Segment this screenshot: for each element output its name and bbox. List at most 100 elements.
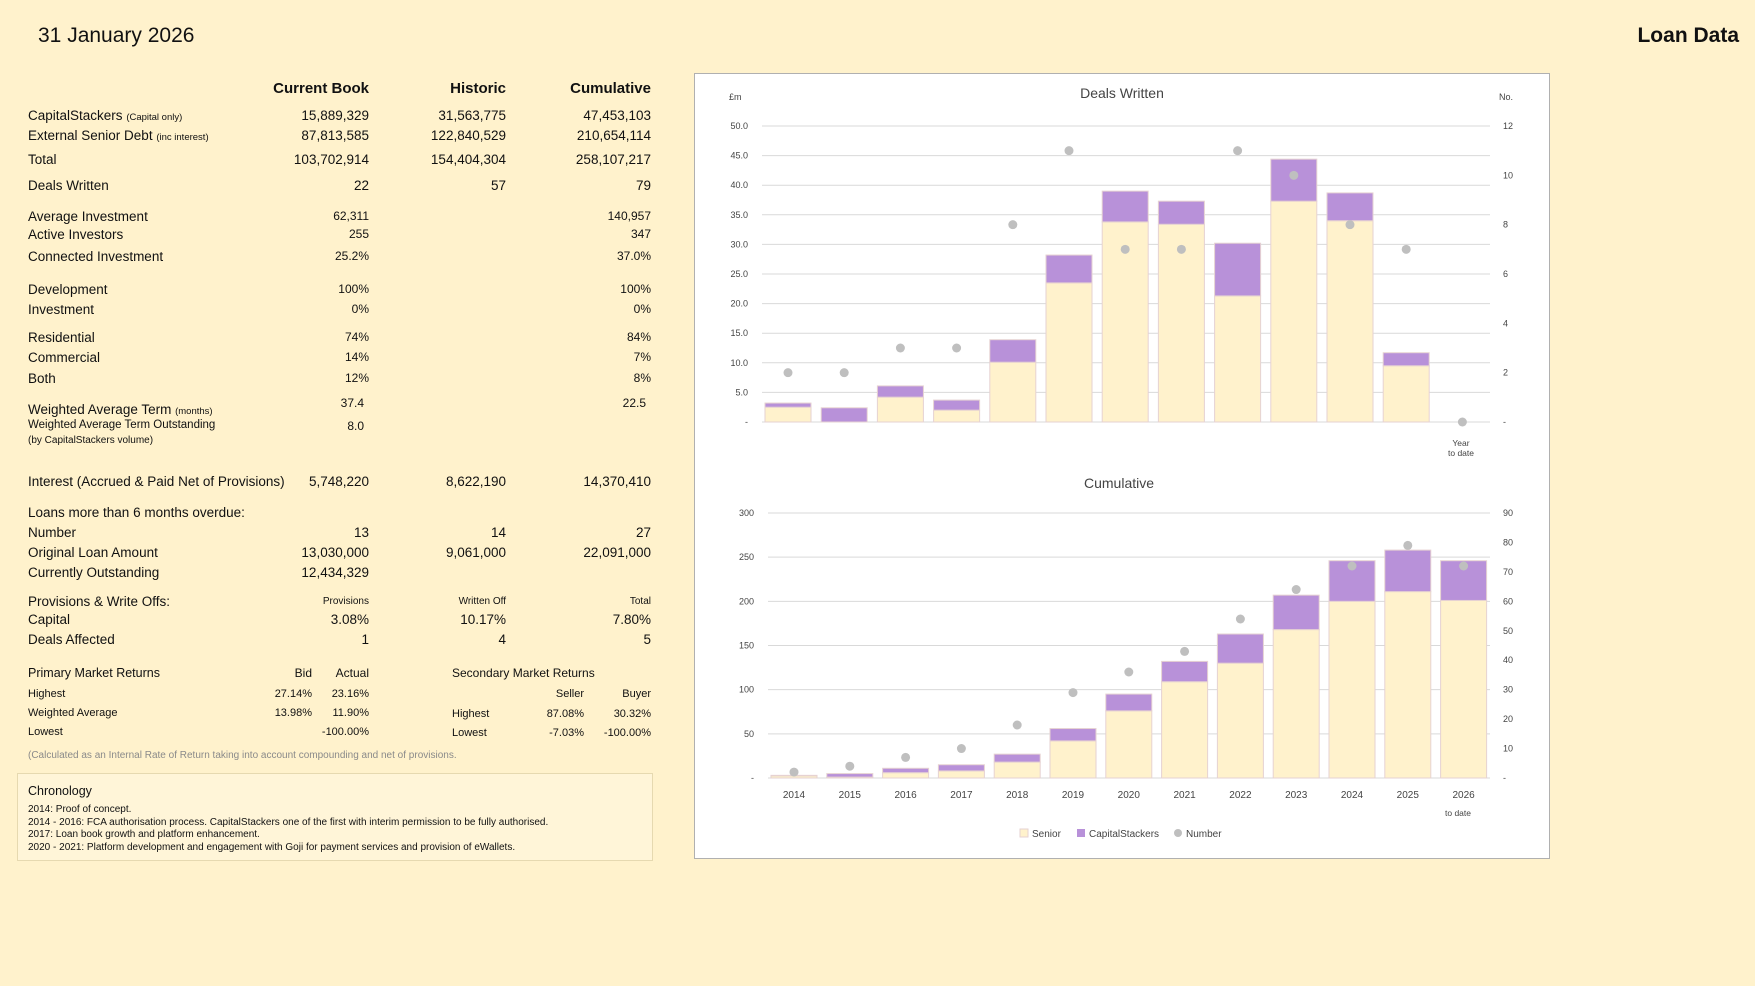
number-point bbox=[956, 744, 966, 754]
y-tick-label: 100 bbox=[739, 685, 754, 695]
bar-capitalstackers bbox=[1214, 242, 1262, 297]
bar-senior bbox=[1216, 662, 1264, 779]
secondary-col-seller: Seller bbox=[555, 688, 584, 700]
secondary-buyer-value: -100.00% bbox=[603, 727, 651, 739]
bar-capitalstackers bbox=[764, 402, 812, 408]
x-tick-label: 2014 bbox=[783, 790, 806, 801]
y-tick-label: 200 bbox=[739, 596, 754, 606]
row-value: 10.17% bbox=[460, 612, 506, 627]
bar-senior bbox=[1382, 365, 1430, 423]
primary-row-label: Highest bbox=[28, 688, 66, 700]
row-value: 79 bbox=[635, 178, 651, 193]
y-tick-label: 35.0 bbox=[730, 210, 748, 220]
y2-tick-label: 80 bbox=[1503, 537, 1513, 547]
secondary-returns-title: Secondary Market Returns bbox=[452, 666, 595, 680]
number-point bbox=[1401, 244, 1411, 254]
row-value: 74% bbox=[344, 330, 369, 344]
bar-capitalstackers bbox=[1161, 660, 1209, 683]
number-point bbox=[1291, 585, 1301, 595]
row-label-text: Development bbox=[28, 282, 108, 297]
secondary-seller-value: -7.03% bbox=[549, 727, 584, 739]
y-tick-label: 25.0 bbox=[730, 269, 748, 279]
row-value: 62,311 bbox=[333, 209, 369, 223]
row-value: 103,702,914 bbox=[293, 152, 369, 167]
row-value: 7% bbox=[633, 350, 651, 364]
legend-number-label: Number bbox=[1186, 829, 1222, 840]
number-point bbox=[1008, 220, 1018, 230]
row-label-note: (months) bbox=[175, 406, 213, 417]
bar-senior bbox=[1105, 710, 1153, 779]
row-label-text: External Senior Debt bbox=[28, 128, 153, 143]
number-point bbox=[1403, 540, 1413, 550]
row-value: 140,957 bbox=[607, 209, 651, 223]
bar-capitalstackers bbox=[993, 753, 1041, 763]
row-label-text: Number bbox=[28, 525, 77, 540]
secondary-buyer-value: 30.32% bbox=[613, 708, 651, 720]
row-value: 258,107,217 bbox=[575, 152, 651, 167]
chronology-title: Chronology bbox=[28, 784, 92, 798]
legend-capitalstackers-label: CapitalStackers bbox=[1089, 829, 1159, 840]
bar-capitalstackers bbox=[1157, 200, 1205, 225]
row-label-note: (Capital only) bbox=[126, 112, 183, 123]
y2-tick-label: 40 bbox=[1503, 655, 1513, 665]
row-label-text: Capital bbox=[28, 612, 71, 627]
number-point bbox=[1180, 646, 1190, 656]
row-value: 100% bbox=[620, 282, 651, 296]
primary-actual-value: -100.00% bbox=[321, 726, 369, 738]
x-tick-label: 2023 bbox=[1285, 790, 1308, 801]
row-label-text: Weighted Average Term Outstanding bbox=[28, 419, 216, 431]
number-point bbox=[895, 343, 905, 353]
y-tick-label: 45.0 bbox=[730, 151, 748, 161]
bar-senior bbox=[993, 761, 1041, 779]
row-label: Investment bbox=[28, 302, 94, 317]
row-value: 27 bbox=[635, 525, 651, 540]
row-label-text: Deals Affected bbox=[28, 632, 115, 647]
row-value: 4 bbox=[498, 632, 506, 647]
row-value: 100% bbox=[338, 282, 369, 296]
y2-tick-label: 70 bbox=[1503, 567, 1513, 577]
row-value: 22,091,000 bbox=[583, 545, 651, 560]
x-tick-label: 2015 bbox=[839, 790, 862, 801]
row-value: 12% bbox=[344, 371, 369, 385]
row-label-text: Connected Investment bbox=[28, 249, 164, 264]
bar-capitalstackers bbox=[1270, 158, 1318, 202]
row-value: 57 bbox=[490, 178, 506, 193]
bar-senior bbox=[1440, 599, 1488, 779]
bar-senior bbox=[1045, 282, 1093, 423]
page-title: Loan Data bbox=[1637, 24, 1739, 47]
x-label-year: Year bbox=[1452, 438, 1469, 448]
row-label: Active Investors bbox=[28, 227, 123, 242]
chronology-line: 2014 - 2016: FCA authorisation process. … bbox=[28, 817, 549, 828]
x-tick-label: 2025 bbox=[1397, 790, 1420, 801]
row-value: 8.0 bbox=[347, 419, 364, 433]
primary-returns-title: Primary Market Returns bbox=[28, 666, 160, 680]
legend-senior-swatch bbox=[1019, 828, 1029, 838]
primary-row-label: Lowest bbox=[28, 726, 63, 738]
y-tick-label: 5.0 bbox=[735, 387, 748, 397]
y2-tick-label: - bbox=[1503, 417, 1506, 427]
number-point bbox=[1124, 667, 1134, 677]
row-label: Deals Written bbox=[28, 178, 109, 193]
bar-senior bbox=[1101, 221, 1149, 423]
bar-capitalstackers bbox=[989, 339, 1037, 363]
bar-senior bbox=[1326, 220, 1374, 423]
number-point bbox=[1012, 720, 1022, 730]
bar-senior bbox=[1049, 740, 1097, 779]
row-label-note: (inc interest) bbox=[156, 132, 209, 143]
row-value: 12,434,329 bbox=[301, 565, 369, 580]
row-label: Original Loan Amount bbox=[28, 545, 158, 560]
bar-senior bbox=[989, 361, 1037, 423]
row-label: Interest (Accrued & Paid Net of Provisio… bbox=[28, 474, 285, 489]
number-point bbox=[839, 368, 849, 378]
row-label: Number bbox=[28, 525, 76, 540]
row-label: Weighted Average Term (months) bbox=[28, 402, 213, 417]
row-value: 87,813,585 bbox=[301, 128, 369, 143]
row-value: 122,840,529 bbox=[430, 128, 506, 143]
number-point bbox=[1064, 146, 1074, 156]
number-point bbox=[901, 752, 911, 762]
bar-capitalstackers bbox=[1105, 693, 1153, 712]
number-point bbox=[1345, 220, 1355, 230]
number-point bbox=[1120, 244, 1130, 254]
row-label: Development bbox=[28, 282, 108, 297]
y-tick-label: 30.0 bbox=[730, 239, 748, 249]
